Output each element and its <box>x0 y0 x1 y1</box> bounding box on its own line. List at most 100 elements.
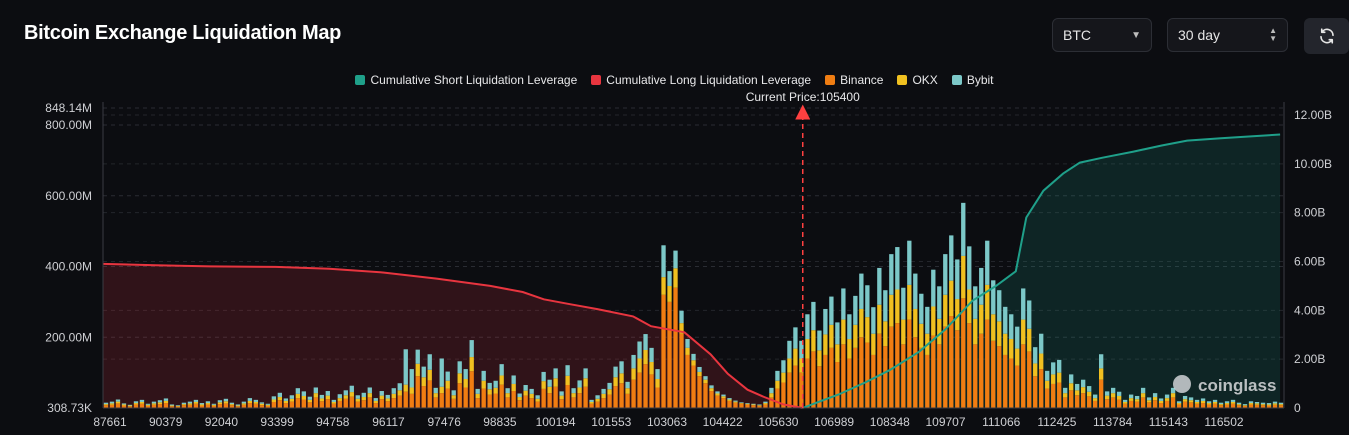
coinglass-watermark: coinglass <box>1173 375 1276 395</box>
bar-binance <box>1110 397 1116 408</box>
cumulative-lines <box>102 133 1281 409</box>
coin-select[interactable]: BTC ▼ <box>1052 18 1152 52</box>
refresh-button[interactable] <box>1304 18 1349 54</box>
bar-okx <box>637 358 642 373</box>
bar-bybit <box>781 360 786 373</box>
bar-binance <box>229 405 235 408</box>
bar-binance <box>1081 393 1086 408</box>
bar-okx <box>901 319 906 345</box>
legend-item-3[interactable]: OKX <box>897 73 938 87</box>
bar-okx <box>445 380 450 389</box>
bar-binance <box>931 335 936 408</box>
range-select[interactable]: 30 day ▲ ▼ <box>1167 18 1288 52</box>
bar-okx <box>151 403 157 405</box>
bar-binance <box>157 404 163 408</box>
y-right-tick-label: 8.00B <box>1294 206 1325 220</box>
bar-okx <box>979 304 984 334</box>
bar-bybit <box>733 400 738 402</box>
bar-bybit <box>1021 288 1026 320</box>
bar-binance <box>115 403 121 408</box>
bar-bybit <box>631 354 636 369</box>
legend-item-0[interactable]: Cumulative Short Liquidation Leverage <box>355 73 577 87</box>
bar-bybit <box>1188 397 1194 401</box>
bar-bybit <box>367 387 372 394</box>
bar-bybit <box>511 375 516 384</box>
bar-okx <box>859 308 864 338</box>
bar-okx <box>841 319 846 345</box>
bar-bybit <box>991 280 996 315</box>
bar-binance <box>121 405 127 408</box>
bar-okx <box>1021 319 1026 345</box>
bar-okx <box>553 378 558 387</box>
bar-okx <box>277 397 283 401</box>
bar-okx <box>205 403 211 405</box>
bar-binance <box>1224 404 1230 408</box>
x-tick-label: 112425 <box>1037 415 1076 429</box>
y-right-tick-label: 0 <box>1294 401 1301 415</box>
bar-okx <box>853 324 858 348</box>
bar-bybit <box>1104 391 1110 396</box>
bar-binance <box>859 337 864 408</box>
bar-binance <box>1146 402 1152 408</box>
x-tick-label: 97476 <box>428 415 462 429</box>
bar-binance <box>187 404 193 408</box>
bar-okx <box>877 304 882 334</box>
bar-okx <box>361 397 366 401</box>
bar-bybit <box>223 398 229 402</box>
bar-okx <box>667 285 672 302</box>
bar-okx <box>1039 353 1044 370</box>
bar-binance <box>163 403 169 408</box>
bar-binance <box>547 393 552 408</box>
bar-bybit <box>169 404 175 406</box>
legend-item-1[interactable]: Cumulative Long Liquidation Leverage <box>591 73 811 87</box>
bar-okx <box>925 333 930 355</box>
bar-okx <box>1218 404 1224 406</box>
bar-bybit <box>487 382 492 390</box>
bar-bybit <box>847 314 852 340</box>
bar-binance <box>949 316 954 408</box>
bar-okx <box>223 401 229 404</box>
bar-binance <box>649 374 654 408</box>
bar-binance <box>1278 405 1284 408</box>
bar-binance <box>1057 382 1062 408</box>
bar-bybit <box>817 330 822 351</box>
bar-bybit <box>565 365 570 376</box>
bar-okx <box>817 350 822 367</box>
bar-okx <box>229 404 235 406</box>
bar-bybit <box>1212 399 1218 402</box>
bar-binance <box>901 344 906 408</box>
bar-okx <box>619 373 624 384</box>
bar-binance <box>133 404 139 408</box>
bar-bybit <box>535 395 540 399</box>
bar-okx <box>691 360 696 366</box>
bar-binance <box>109 404 115 408</box>
grid-lines <box>103 107 1284 409</box>
bar-okx <box>949 280 954 317</box>
bar-okx <box>1170 393 1176 398</box>
legend-item-2[interactable]: Binance <box>825 73 883 87</box>
bar-okx <box>811 330 816 352</box>
bar-bybit <box>523 385 528 391</box>
bar-bybit <box>1206 401 1212 404</box>
bar-okx <box>157 402 163 405</box>
x-tick-label: 115143 <box>1149 415 1188 429</box>
bar-okx <box>1003 333 1008 355</box>
bar-binance <box>601 398 606 408</box>
bar-binance <box>169 406 175 408</box>
y-left-tick-label: 800.00M <box>45 118 92 132</box>
bar-binance <box>769 397 774 408</box>
bar-bybit <box>877 267 882 305</box>
bar-okx <box>379 395 384 400</box>
bar-bybit <box>925 306 930 334</box>
bar-binance <box>955 330 960 408</box>
bar-okx <box>649 362 654 375</box>
bar-bybit <box>595 395 600 399</box>
bar-okx <box>217 402 223 405</box>
bar-bybit <box>283 398 289 401</box>
bar-bybit <box>865 285 870 318</box>
bar-bybit <box>295 388 300 394</box>
bar-okx <box>289 398 294 402</box>
bar-bybit <box>469 340 474 358</box>
legend-item-4[interactable]: Bybit <box>951 73 994 87</box>
bar-okx <box>1093 398 1098 401</box>
